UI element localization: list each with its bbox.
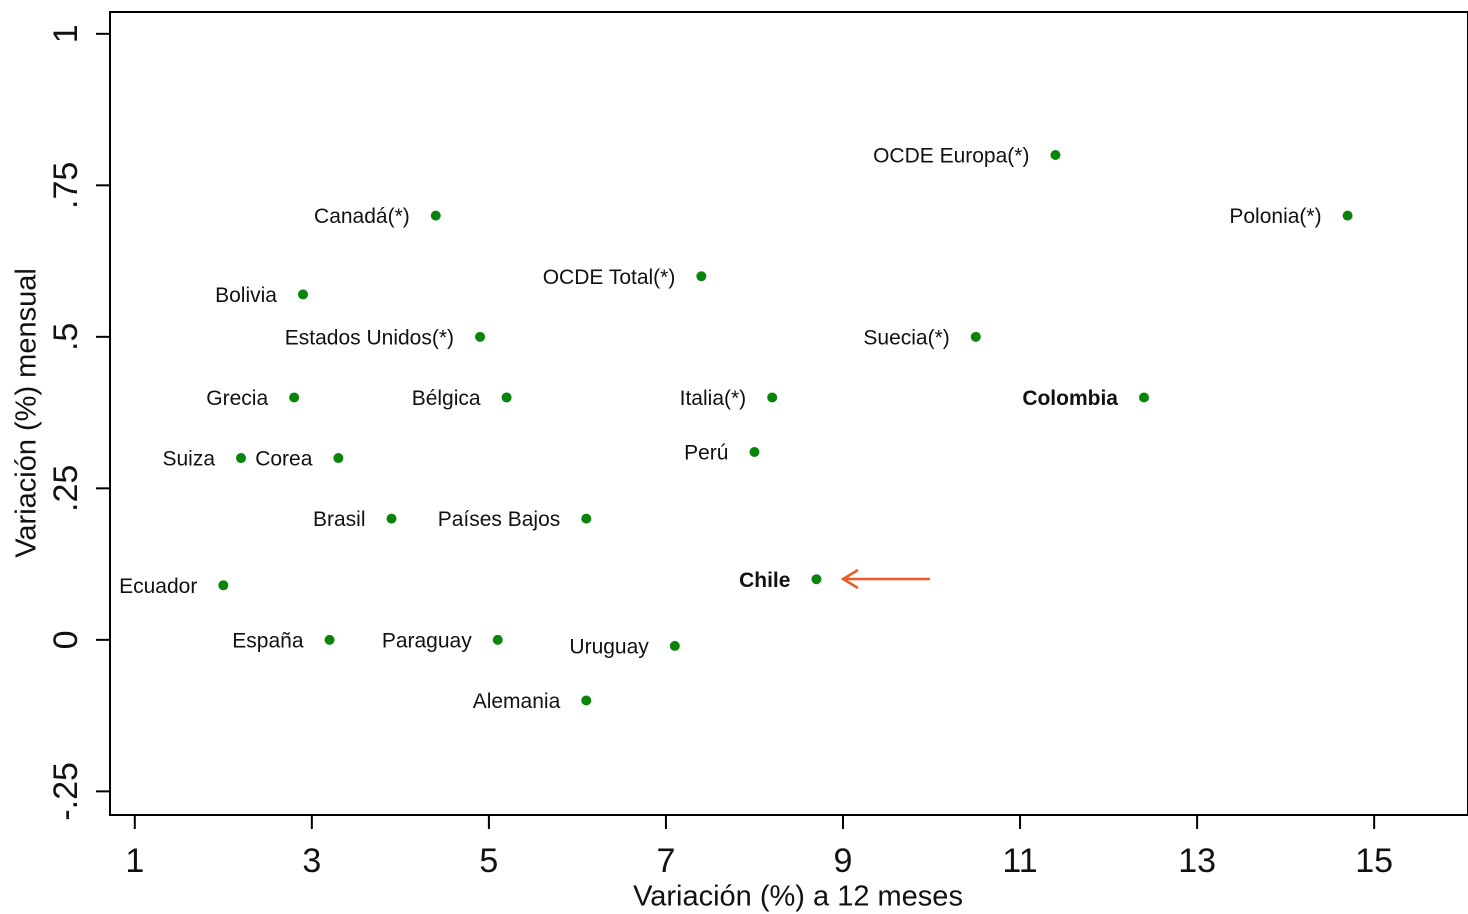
point-label: Grecia bbox=[206, 387, 268, 410]
point bbox=[811, 574, 822, 585]
point-label: Bélgica bbox=[412, 387, 481, 410]
y-axis-label: Variación (%) mensual bbox=[11, 268, 43, 558]
point bbox=[333, 453, 344, 464]
point bbox=[492, 634, 503, 645]
y-tick-label: -.25 bbox=[47, 762, 85, 821]
plot-area: OCDE Europa(*) Polonia(*) Canadá(*) OCDE To… bbox=[119, 145, 1353, 713]
x-axis-label: Variación (%) a 12 meses bbox=[633, 881, 963, 913]
point bbox=[1342, 210, 1353, 221]
point-label: Uruguay bbox=[569, 635, 649, 658]
point-label: España bbox=[232, 629, 304, 652]
point bbox=[430, 210, 441, 221]
point-label: Suiza bbox=[162, 448, 215, 471]
point bbox=[749, 446, 760, 457]
x-tick-label: 13 bbox=[1178, 842, 1216, 880]
point-label: Alemania bbox=[473, 690, 561, 713]
point-label: Bolivia bbox=[215, 284, 277, 307]
point-label: Polonia(*) bbox=[1229, 205, 1321, 228]
point bbox=[669, 640, 680, 651]
x-tick-label: 3 bbox=[302, 842, 321, 880]
point-label: OCDE Europa(*) bbox=[873, 145, 1029, 168]
point-label: Brasil bbox=[313, 508, 366, 531]
point bbox=[236, 453, 247, 464]
x-tick-label: 5 bbox=[479, 842, 498, 880]
point bbox=[581, 513, 592, 524]
point-label: Suecia(*) bbox=[863, 326, 949, 349]
point-label: Paraguay bbox=[382, 629, 472, 652]
point bbox=[581, 695, 592, 706]
point bbox=[696, 271, 707, 282]
point-label: Ecuador bbox=[119, 575, 197, 598]
y-tick-label: 1 bbox=[47, 24, 85, 43]
point bbox=[289, 392, 300, 403]
point bbox=[475, 331, 486, 342]
x-tick-label: 11 bbox=[1002, 842, 1037, 880]
point bbox=[324, 634, 335, 645]
point-label: Perú bbox=[684, 442, 728, 465]
x-tick-label: 15 bbox=[1355, 842, 1393, 880]
y-tick-label: .25 bbox=[47, 465, 85, 512]
x-tick-label: 1 bbox=[125, 842, 144, 880]
point-label: Colombia bbox=[1022, 387, 1118, 410]
point bbox=[218, 580, 229, 591]
y-tick-label: .75 bbox=[47, 162, 85, 209]
point-label: OCDE Total(*) bbox=[543, 266, 676, 289]
y-tick-label: 0 bbox=[47, 630, 85, 649]
point bbox=[386, 513, 397, 524]
x-tick-label: 7 bbox=[656, 842, 675, 880]
point-label: Países Bajos bbox=[438, 508, 561, 531]
point-label: Estados Unidos(*) bbox=[285, 326, 454, 349]
plot-frame bbox=[109, 11, 1468, 816]
point bbox=[501, 392, 512, 403]
point-label: Canadá(*) bbox=[314, 205, 410, 228]
y-tick-label: .5 bbox=[47, 323, 85, 351]
x-tick-label: 9 bbox=[834, 842, 853, 880]
point bbox=[1138, 392, 1149, 403]
point bbox=[970, 331, 981, 342]
point bbox=[767, 392, 778, 403]
point-label: Corea bbox=[255, 448, 313, 471]
point-label: Chile bbox=[739, 569, 790, 592]
point bbox=[1050, 150, 1061, 161]
point bbox=[297, 289, 308, 300]
point-label: Italia(*) bbox=[680, 387, 747, 410]
arrow-head bbox=[840, 568, 859, 590]
